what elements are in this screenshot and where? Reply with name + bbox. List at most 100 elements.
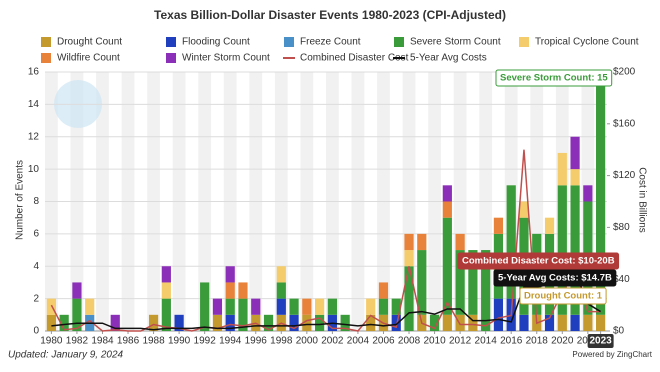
y-tick-label: 12 — [28, 131, 40, 142]
y2-tick-label: $120 — [613, 170, 636, 181]
x-tick-label: 2008 — [398, 336, 421, 347]
bar-segment — [72, 282, 82, 299]
legend-label: Drought Count — [57, 37, 122, 48]
bar-segment — [263, 314, 274, 331]
x-tick-label: 1986 — [117, 336, 140, 347]
legend-marker — [41, 53, 51, 63]
y-tick-label: 4 — [33, 261, 39, 272]
bar-segment — [404, 233, 414, 251]
tooltip-text: 5-Year Avg Costs: $14.7B — [498, 273, 612, 284]
x-tick-highlight — [587, 334, 614, 348]
x-tick-label: 2012 — [449, 336, 472, 347]
bar-segment — [276, 282, 286, 299]
bar-segment — [442, 185, 452, 202]
legend-marker — [284, 37, 294, 47]
bar-segment — [544, 314, 555, 331]
y2-tick-label: $0 — [613, 326, 625, 337]
bar-segment — [161, 266, 171, 283]
x-tick-label: 1984 — [91, 336, 114, 347]
bar-segment — [481, 250, 491, 331]
bar-segment — [417, 250, 427, 315]
y2-axis-title: Cost in Billions — [636, 167, 647, 233]
bar-segment — [327, 298, 337, 315]
y2-tick-label: $40 — [613, 274, 630, 285]
legend-label: Freeze Count — [300, 37, 361, 48]
bar-segment — [455, 233, 465, 251]
legend-label: Severe Storm Count — [410, 37, 501, 48]
bar-segment — [519, 201, 529, 218]
bar-segment — [302, 298, 312, 315]
bar-segment — [404, 250, 414, 267]
legend-marker — [394, 37, 404, 47]
x-tick-label: 2018 — [526, 336, 549, 347]
bar-segment — [544, 217, 555, 234]
bar-segment — [212, 298, 223, 315]
legend-label: Wildfire Count — [57, 53, 120, 64]
x-tick-label: 1990 — [168, 336, 191, 347]
bar-segment — [570, 314, 580, 331]
bar-segment — [493, 217, 504, 234]
y-tick-label: 0 — [33, 326, 39, 337]
bar-segment — [251, 298, 261, 315]
bar-segment — [557, 314, 567, 331]
bar-segment — [200, 282, 210, 331]
bar-segment — [583, 185, 593, 202]
bar-segment — [238, 298, 248, 331]
bar-segment — [404, 266, 414, 331]
bar-segment — [238, 282, 248, 299]
bar-segment — [161, 298, 171, 331]
x-tick-label: 2016 — [500, 336, 523, 347]
bar-segment — [85, 298, 95, 315]
bar-segment — [72, 298, 82, 331]
bar-segment — [417, 233, 427, 251]
footnote: Updated: January 9, 2024 — [8, 350, 124, 361]
bar-segment — [276, 298, 286, 315]
y-tick-label: 16 — [28, 67, 40, 78]
y2-tick-label: $160 — [613, 118, 636, 129]
bar-segment — [455, 314, 465, 331]
bar-segment — [596, 314, 606, 331]
bar-segment — [506, 185, 516, 299]
x-tick-label: 2002 — [321, 336, 344, 347]
cost-line — [51, 270, 602, 331]
x-tick-label: 1992 — [194, 336, 217, 347]
bar-segment — [161, 282, 171, 299]
bar-segment — [59, 314, 69, 331]
tooltip-text: Combined Disaster Cost: $10-20B — [462, 256, 615, 267]
bar-segment — [212, 314, 223, 331]
x-tick-label: 1980 — [40, 336, 63, 347]
x-tick-label: 2023 — [589, 336, 612, 347]
bar-segment — [468, 250, 478, 315]
bar-segment — [442, 201, 452, 218]
x-tick-label: 1982 — [66, 336, 89, 347]
legend-label: Tropical Cyclone Count — [535, 37, 639, 48]
y-tick-label: 6 — [33, 229, 39, 240]
legend-label: Winter Storm Count — [182, 53, 270, 64]
bar-segment — [289, 298, 299, 315]
y-tick-label: 8 — [33, 196, 39, 207]
bar-segment — [174, 314, 184, 331]
x-tick-label: 1996 — [245, 336, 268, 347]
bar-segment — [340, 314, 350, 331]
bar-segment — [519, 314, 529, 331]
bar-segment — [391, 298, 401, 315]
bar-segment — [289, 314, 299, 331]
bar-segment — [315, 298, 325, 315]
bar-segment — [366, 298, 376, 315]
legend-label: Combined Disaster Cost — [300, 53, 409, 64]
bar-segment — [302, 314, 312, 331]
bar-segment — [46, 314, 56, 331]
bar-segment — [468, 314, 478, 331]
legend-marker — [166, 53, 176, 63]
bar-segment — [596, 72, 606, 315]
bar-segment — [378, 298, 389, 315]
x-tick-label: 2006 — [372, 336, 395, 347]
bar-segment — [276, 266, 286, 283]
tooltip-text: Severe Storm Count: 15 — [500, 73, 608, 84]
x-tick-label: 2014 — [475, 336, 498, 347]
bar-segment — [225, 298, 235, 315]
bar-segment — [583, 314, 593, 331]
y-tick-label: 10 — [28, 164, 40, 175]
bar-segment — [110, 314, 120, 331]
